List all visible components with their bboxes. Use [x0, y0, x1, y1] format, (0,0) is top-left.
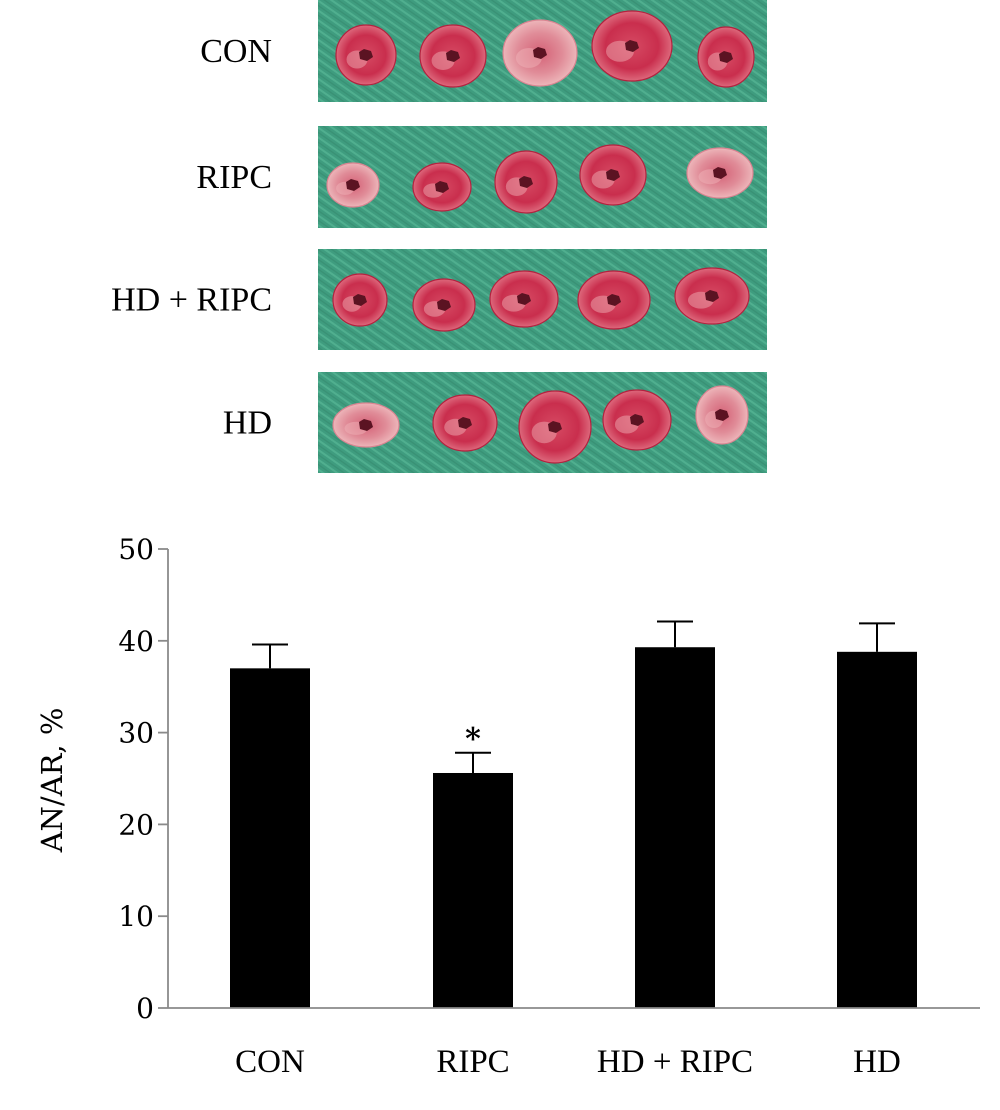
heart-slice [695, 385, 749, 445]
photo-row: HD + RIPC [111, 249, 767, 350]
x-tick-label: HD [853, 1044, 901, 1080]
heart-slice [686, 147, 754, 199]
x-tick-label: CON [235, 1044, 305, 1080]
heart-slice [335, 24, 397, 86]
y-tick-label: 30 [118, 717, 154, 750]
error-bar [859, 622, 895, 652]
photo-panel: CON RIPC HD + RIPC HD [111, 0, 767, 473]
heart-slice [489, 270, 559, 328]
heart-slice [332, 402, 400, 448]
bar-chart: * 0 10 20 30 40 50 CON RIPC HD + RIPC HD AN/AR, % [35, 533, 980, 1080]
photo-row-label: HD + RIPC [111, 282, 272, 319]
heart-slice [518, 390, 592, 464]
heart-slice [579, 144, 647, 206]
y-tick-label: 50 [118, 533, 154, 566]
y-tick-label: 40 [118, 625, 154, 658]
bar [433, 772, 513, 1008]
chart-axes: 0 10 20 30 40 50 CON RIPC HD + RIPC HD [118, 533, 980, 1080]
heart-slice [494, 150, 558, 214]
x-tick-label: HD + RIPC [597, 1044, 753, 1080]
heart-slice [419, 24, 487, 88]
bar [230, 668, 310, 1008]
bar [635, 647, 715, 1008]
bar [837, 651, 917, 1008]
heart-slice [412, 162, 472, 212]
photo-row: RIPC [196, 126, 767, 228]
y-axis-label: AN/AR, % [35, 708, 69, 854]
error-bar [252, 643, 288, 669]
photo-row-label: HD [223, 405, 272, 442]
heart-slice [412, 278, 476, 332]
error-bar [455, 751, 491, 773]
chart-marks: * [230, 620, 917, 1008]
heart-slice [697, 26, 755, 88]
y-tick-label: 20 [118, 808, 154, 841]
heart-slice [432, 394, 498, 452]
heart-slice [674, 267, 750, 325]
heart-slice [502, 19, 578, 87]
heart-slice [591, 10, 673, 82]
y-tick-label: 0 [136, 992, 154, 1025]
heart-slice [326, 162, 380, 208]
photo-row: CON [200, 0, 767, 102]
heart-slice [577, 270, 651, 330]
heart-slice [332, 273, 388, 327]
photo-row: HD [223, 372, 767, 473]
heart-slice [602, 389, 672, 451]
photo-row-label: CON [200, 33, 272, 70]
photo-row-label: RIPC [196, 159, 272, 196]
error-bar [657, 620, 693, 648]
y-tick-label: 10 [118, 900, 154, 933]
significance-marker: * [465, 722, 481, 757]
x-tick-label: RIPC [436, 1044, 509, 1080]
